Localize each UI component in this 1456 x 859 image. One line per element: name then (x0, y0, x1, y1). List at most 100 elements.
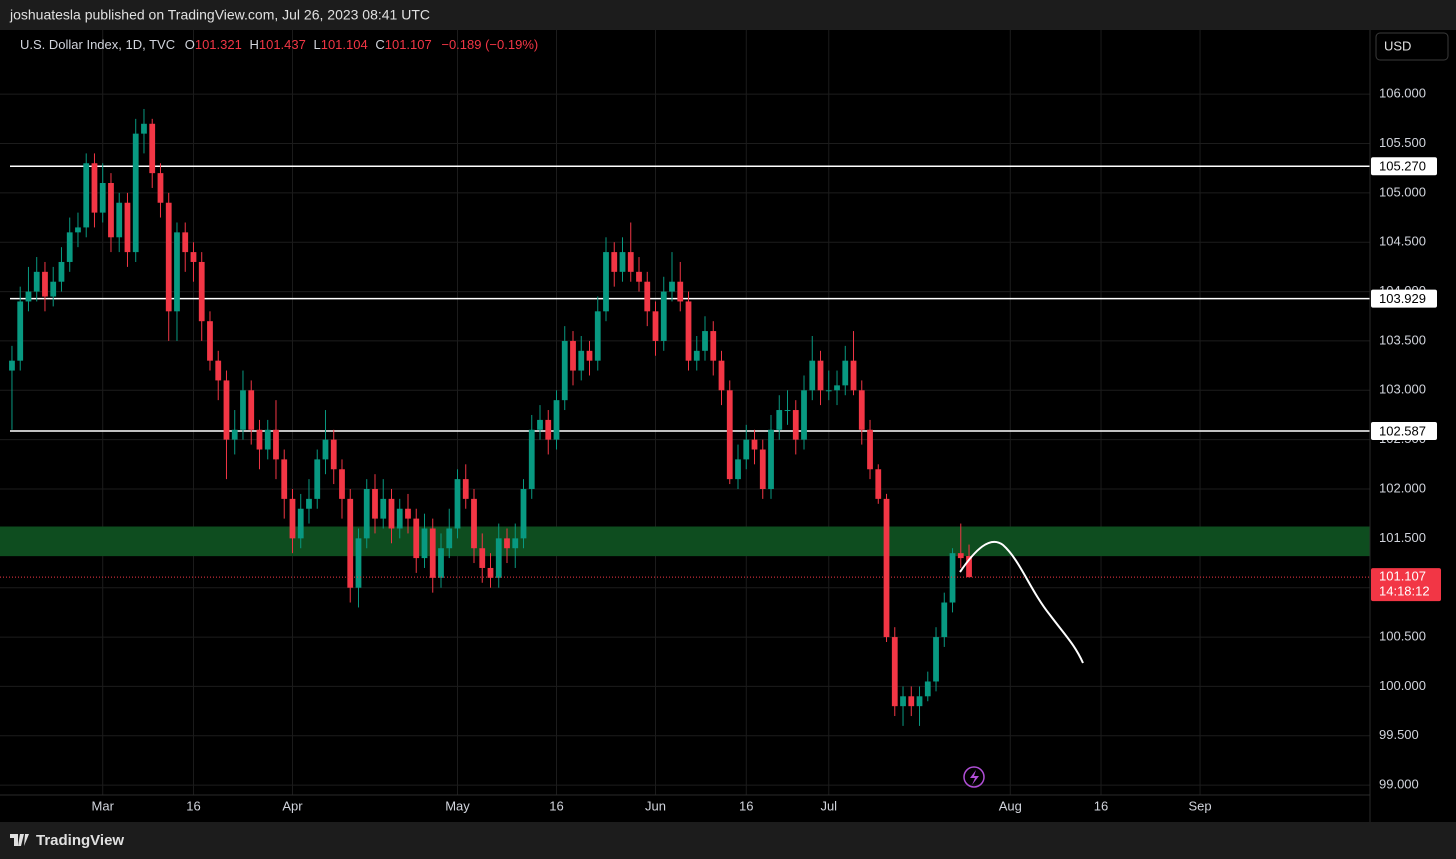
candle-body (174, 232, 180, 312)
candle-body (561, 340, 568, 401)
candle-body (504, 538, 510, 549)
candle-body (784, 410, 791, 412)
candle-body (627, 252, 634, 272)
candle-body (281, 459, 288, 499)
close-label: C (375, 37, 384, 52)
candle-body (743, 439, 750, 460)
published-note: joshuatesla published on TradingView.com… (9, 7, 430, 23)
candle-body (438, 548, 444, 578)
candle-body (429, 528, 436, 578)
candle-body (768, 429, 774, 489)
candle-body (924, 681, 931, 697)
x-tick-label: May (445, 798, 470, 813)
candle-body (941, 602, 948, 638)
level-tag (1371, 422, 1437, 441)
y-tick-label: 100.500 (1379, 629, 1426, 644)
candle-body (421, 528, 428, 559)
candle-body (330, 439, 337, 470)
y-tick-label: 106.000 (1379, 86, 1426, 101)
open-value: 101.321 (195, 37, 242, 52)
candle-body (355, 538, 362, 588)
open-label: O (185, 37, 195, 52)
y-tick-label: 99.500 (1379, 727, 1419, 742)
candle-body (273, 429, 279, 460)
candle-body (314, 459, 321, 499)
y-tick-label: 100.000 (1379, 678, 1426, 693)
price-tag (1371, 568, 1441, 602)
x-tick-label: 16 (739, 798, 753, 813)
candle-body (66, 232, 73, 262)
brand: TradingView (10, 832, 124, 849)
candle-body (198, 261, 205, 322)
y-tick-label: 105.500 (1379, 135, 1426, 150)
candle-body (718, 360, 725, 391)
candle-body (33, 271, 40, 292)
candle-body (413, 518, 420, 559)
symbol-title: U.S. Dollar Index, 1D, TVC (20, 37, 175, 52)
candle-body (801, 390, 807, 440)
candle-body (850, 360, 857, 391)
price-label: 101.107 (1379, 569, 1426, 584)
candle-body (817, 360, 824, 391)
candle-body (825, 390, 832, 392)
candle-body (108, 183, 114, 238)
event-icon[interactable] (963, 766, 985, 788)
candle-body (264, 429, 271, 450)
candle-body (759, 449, 766, 489)
candle-body (248, 390, 255, 430)
candle-body (685, 301, 692, 361)
candle-body (91, 163, 98, 213)
candle-body (42, 271, 48, 297)
high-label: H (249, 37, 258, 52)
y-tick-label: 103.000 (1379, 382, 1426, 397)
candle-body (809, 360, 816, 391)
drawn-projection (959, 540, 1084, 664)
candle-body (883, 498, 890, 638)
candle-body (652, 311, 659, 341)
candle-body (792, 410, 799, 440)
candle-body (190, 252, 197, 262)
candle-body (660, 291, 667, 341)
candle-body (462, 479, 469, 499)
candle-body (83, 163, 90, 228)
candle-body (776, 410, 783, 430)
candle-body (867, 429, 873, 470)
x-tick-label: Sep (1188, 798, 1211, 813)
candle-body (289, 498, 296, 539)
candle-body (751, 439, 758, 450)
close-value: 101.107 (385, 37, 432, 52)
level-tag (1371, 289, 1437, 308)
x-tick-label: 16 (549, 798, 563, 813)
level-label: 105.270 (1379, 159, 1426, 174)
low-label: L (313, 37, 320, 52)
bottom-bar (0, 822, 1456, 859)
candle-body (25, 291, 32, 302)
candle-body (363, 489, 370, 539)
candle-body (677, 281, 684, 302)
candle-body (603, 252, 609, 312)
candle-body (726, 390, 733, 480)
candle-body (405, 508, 411, 519)
x-tick-label: Jul (820, 798, 837, 813)
candle-body (570, 340, 576, 371)
candle-body (710, 331, 717, 361)
x-tick-label: 16 (186, 798, 200, 813)
candle-body (528, 429, 535, 489)
candle-body (207, 321, 213, 361)
candle-body (636, 271, 642, 282)
candle-body (99, 183, 106, 213)
candle-body (149, 123, 156, 174)
candle-body (306, 498, 312, 509)
currency: USD (1384, 38, 1411, 53)
candle-body (586, 350, 593, 361)
candle-body (339, 469, 345, 499)
candle-body (512, 538, 519, 549)
currency-button[interactable] (1375, 32, 1449, 61)
candle-body (619, 252, 626, 272)
candle-body (454, 479, 461, 529)
x-tick-label: Aug (999, 798, 1022, 813)
candle-body (578, 350, 585, 371)
candle-body (157, 173, 164, 203)
candle-body (141, 123, 147, 134)
